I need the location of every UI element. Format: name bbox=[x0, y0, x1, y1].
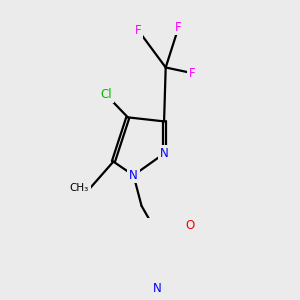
Text: F: F bbox=[135, 24, 142, 37]
Text: Cl: Cl bbox=[100, 88, 112, 101]
Text: CH₃: CH₃ bbox=[70, 183, 89, 193]
Text: N: N bbox=[160, 147, 169, 160]
Text: O: O bbox=[185, 220, 194, 232]
Text: N: N bbox=[153, 282, 162, 295]
Text: F: F bbox=[175, 21, 182, 34]
Text: F: F bbox=[189, 67, 196, 80]
Text: N: N bbox=[129, 169, 138, 182]
